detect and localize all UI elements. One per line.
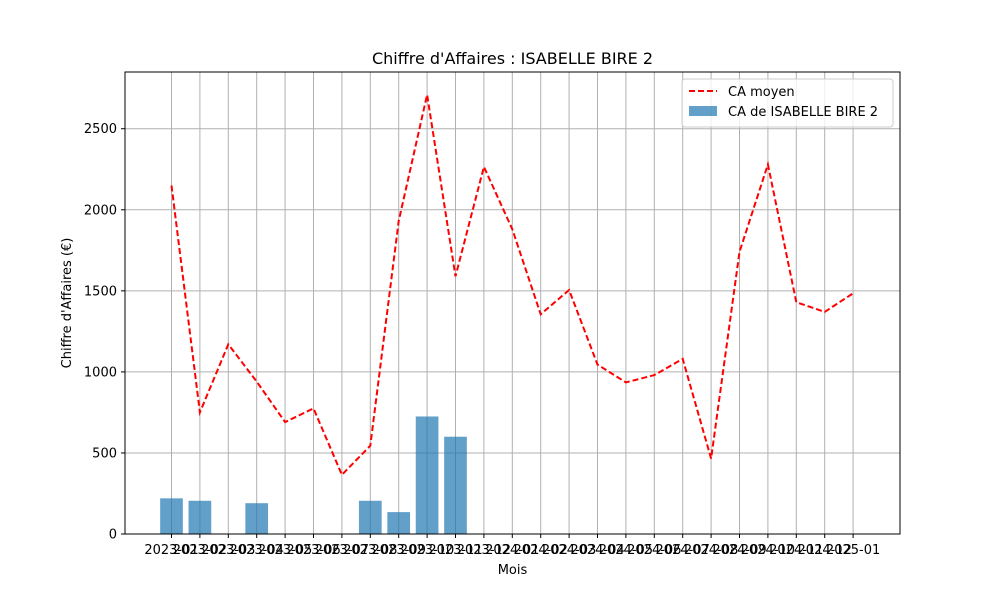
legend: CA moyen CA de ISABELLE BIRE 2	[681, 78, 894, 128]
bar-series	[160, 416, 467, 534]
bar	[415, 416, 439, 534]
grid	[125, 72, 900, 535]
legend-box	[681, 78, 894, 128]
x-tick-label: 2023-06	[286, 543, 340, 558]
y-axis-label: Chiffre d'Affaires (€)	[60, 238, 75, 369]
x-tick-label: 2024-01	[485, 543, 539, 558]
x-tick-label: 2023-11	[428, 543, 482, 558]
x-tick-label: 2023-07	[315, 543, 369, 558]
x-axis-label: Mois	[498, 563, 528, 578]
x-tick-label: 2025-01	[826, 543, 880, 558]
y-tick-label: 1000	[84, 365, 117, 380]
x-tick-label: 2023-08	[343, 543, 397, 558]
bar	[444, 436, 467, 534]
x-tick-label: 2023-09	[372, 543, 426, 558]
x-tick-label: 2024-05	[599, 543, 653, 558]
x-tick-label: 2023-01	[144, 543, 198, 558]
legend-label-bar: CA de ISABELLE BIRE 2	[728, 105, 878, 120]
line-ca-moyen	[170, 94, 854, 477]
x-axis-ticks: 2023-012023-022023-032023-042023-052023-…	[144, 534, 880, 558]
y-tick-label: 2000	[84, 203, 117, 218]
bar	[358, 500, 382, 534]
x-tick-label: 2024-02	[514, 543, 568, 558]
y-tick-label: 2500	[84, 122, 117, 137]
x-tick-label: 2023-03	[201, 543, 255, 558]
plot-area-frame	[124, 71, 901, 535]
legend-label-line: CA moyen	[728, 85, 795, 100]
x-tick-label: 2024-11	[769, 543, 823, 558]
x-tick-label: 2024-12	[798, 543, 852, 558]
y-tick-label: 1500	[84, 284, 117, 299]
bar	[160, 498, 183, 534]
x-tick-label: 2023-04	[230, 543, 284, 558]
y-axis-ticks: 0 500 1000 1500 2000 2500	[84, 122, 125, 543]
legend-bar-swatch	[689, 106, 717, 116]
bar	[188, 500, 212, 534]
x-tick-label: 2024-10	[741, 543, 795, 558]
x-tick-label: 2023-12	[457, 543, 511, 558]
line-series	[170, 94, 854, 477]
x-tick-label: 2024-09	[712, 543, 766, 558]
y-tick-label: 0	[109, 528, 117, 543]
chart-title: Chiffre d'Affaires : ISABELLE BIRE 2	[372, 49, 653, 68]
x-tick-label: 2024-06	[627, 543, 681, 558]
bar	[245, 503, 269, 534]
x-tick-label: 2024-04	[570, 543, 624, 558]
x-tick-label: 2023-05	[258, 543, 312, 558]
x-tick-label: 2024-07	[656, 543, 710, 558]
x-tick-label: 2023-02	[173, 543, 227, 558]
y-tick-label: 500	[92, 446, 117, 461]
x-tick-label: 2023-10	[400, 543, 454, 558]
bar	[387, 512, 411, 534]
x-tick-label: 2024-03	[542, 543, 596, 558]
x-tick-label: 2024-08	[684, 543, 738, 558]
